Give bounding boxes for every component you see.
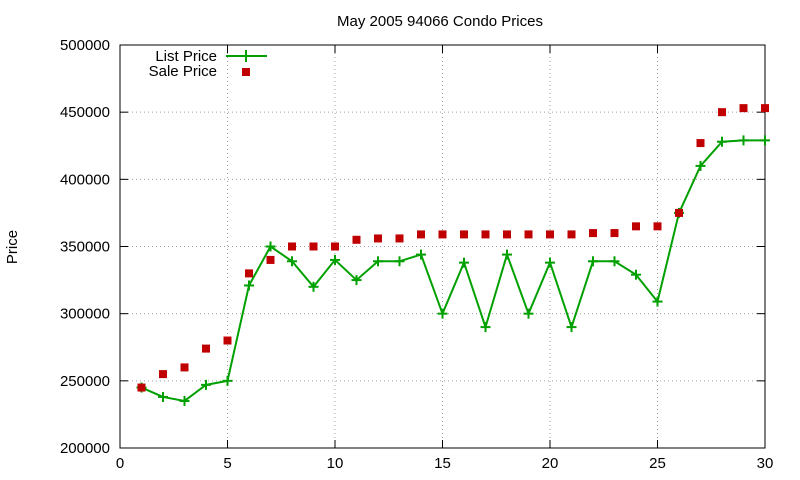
y-tick-label: 300000 (60, 306, 110, 323)
data-point-square (567, 230, 576, 239)
y-tick-label: 350000 (60, 239, 110, 256)
data-point-plus (287, 256, 297, 267)
data-point-plus (201, 379, 211, 390)
data-point-plus (588, 256, 598, 267)
data-point-square (589, 229, 597, 238)
x-tick-label: 20 (542, 455, 559, 472)
data-point-plus (609, 256, 620, 267)
data-point-square (374, 234, 382, 243)
data-point-plus (480, 322, 491, 333)
data-point-plus (158, 391, 168, 402)
legend-label-list-price: List Price (155, 48, 217, 65)
x-tick-label: 0 (116, 455, 124, 472)
data-point-plus (695, 160, 706, 171)
data-point-plus (373, 256, 383, 267)
data-point-square (460, 230, 468, 239)
data-point-plus (566, 322, 577, 333)
data-point-plus (717, 136, 727, 147)
chart-title: May 2005 94066 Condo Prices (337, 13, 543, 30)
y-tick-label: 500000 (60, 37, 110, 54)
data-point-plus (394, 256, 405, 267)
data-point-square (266, 255, 275, 264)
data-point-plus (738, 135, 749, 146)
y-tick-label: 400000 (60, 171, 110, 188)
data-point-square (610, 229, 619, 238)
data-point-plus (545, 257, 555, 268)
data-point-square (653, 222, 662, 231)
data-point-plus (760, 135, 770, 146)
data-point-plus (179, 395, 190, 406)
data-point-square (223, 336, 232, 345)
x-tick-label: 5 (223, 455, 231, 472)
y-tick-label: 200000 (60, 440, 110, 457)
data-point-square (137, 383, 146, 392)
x-tick-label: 25 (649, 455, 666, 472)
grid-lines (120, 45, 765, 448)
legend-marker-sale-price (242, 68, 250, 76)
y-axis-label: Price (4, 230, 21, 264)
series-1 (137, 104, 769, 392)
data-point-square (718, 108, 726, 117)
data-point-square (395, 234, 404, 243)
data-point-square (524, 230, 533, 239)
series-layer (136, 104, 770, 406)
legend: List Price Sale Price (149, 48, 267, 80)
legend-marker-list-price (240, 50, 252, 62)
series-line (141, 139, 765, 403)
x-tick-label: 10 (327, 455, 344, 472)
data-point-square (696, 139, 705, 148)
data-point-square (546, 230, 554, 239)
data-point-plus (351, 275, 362, 286)
data-point-plus (308, 281, 319, 292)
data-point-square (503, 230, 511, 239)
data-point-square (761, 104, 769, 113)
data-point-square (180, 363, 189, 372)
data-point-plus (523, 308, 534, 319)
data-point-square (481, 230, 490, 239)
data-point-plus (502, 249, 512, 260)
data-point-square (309, 242, 318, 251)
data-point-square (245, 269, 253, 278)
data-point-square (417, 230, 425, 239)
y-tick-label: 250000 (60, 373, 110, 390)
data-point-plus (265, 241, 276, 252)
y-tick-label: 450000 (60, 104, 110, 121)
data-point-plus (330, 254, 340, 265)
data-point-square (202, 344, 210, 353)
data-point-square (438, 230, 447, 239)
axis-ticks: 200000 250000 300000 350000 400000 450000 5000… (60, 37, 773, 472)
data-point-square (159, 370, 167, 379)
x-tick-label: 30 (757, 455, 774, 472)
data-point-square (352, 235, 361, 244)
data-point-plus (416, 249, 426, 260)
data-point-square (739, 104, 748, 113)
data-point-plus (244, 280, 254, 291)
data-point-plus (437, 308, 448, 319)
data-point-square (288, 242, 296, 251)
data-point-plus (459, 257, 469, 268)
legend-label-sale-price: Sale Price (149, 63, 217, 80)
series-0 (136, 135, 770, 406)
data-point-square (632, 222, 640, 231)
data-point-plus (631, 269, 641, 280)
data-point-square (331, 242, 339, 251)
data-point-plus (222, 375, 233, 386)
x-tick-label: 15 (434, 455, 451, 472)
data-point-plus (652, 296, 663, 307)
data-point-square (675, 208, 683, 217)
